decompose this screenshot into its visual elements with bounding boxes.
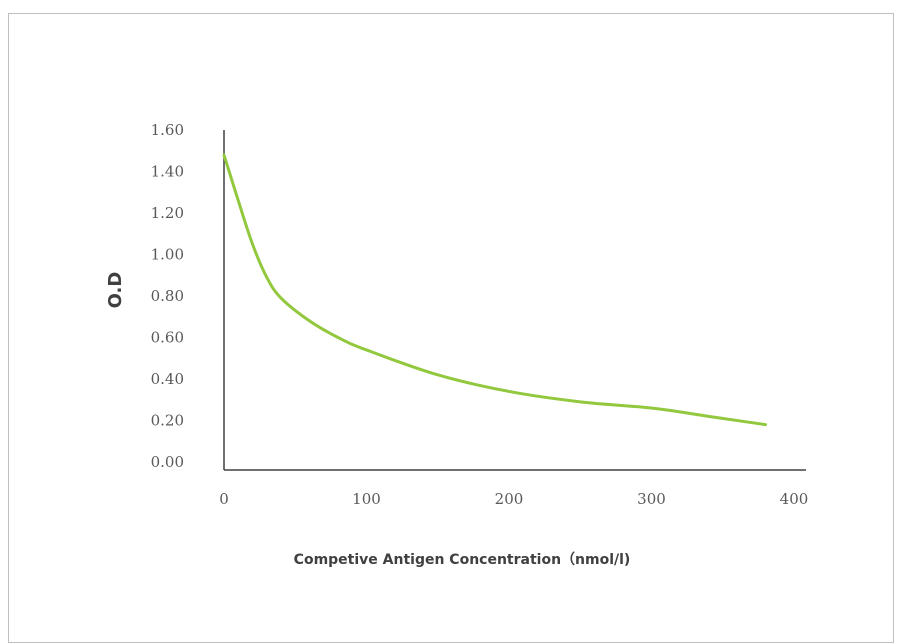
y-tick-labels: 0.00 0.20 0.40 0.60 0.80 1.00 1.20 1.40 1.60 [151,121,184,471]
series-layer [222,153,767,427]
y-tick-label: 0.00 [151,453,184,471]
x-tick-label: 200 [495,490,524,508]
y-tick-label: 0.80 [151,287,184,305]
y-tick-label: 1.00 [151,246,184,264]
x-tick-label: 300 [637,490,666,508]
y-axis-title: O.D [105,272,126,309]
x-axis-title: Competive Antigen Concentration（nmol/l) [294,552,631,568]
y-tick-label: 0.40 [151,370,184,388]
series-line [222,153,767,427]
y-tick-label: 0.60 [151,329,184,347]
x-tick-label: 100 [352,490,381,508]
x-tick-labels: 0 100 200 300 400 [219,490,808,508]
y-tick-label: 1.60 [151,121,184,139]
chart-frame [8,13,894,643]
y-tick-label: 1.40 [151,163,184,181]
x-tick-label: 400 [780,490,809,508]
x-tick-label: 0 [219,490,229,508]
y-tick-label: 0.20 [151,412,184,430]
y-tick-label: 1.20 [151,204,184,222]
